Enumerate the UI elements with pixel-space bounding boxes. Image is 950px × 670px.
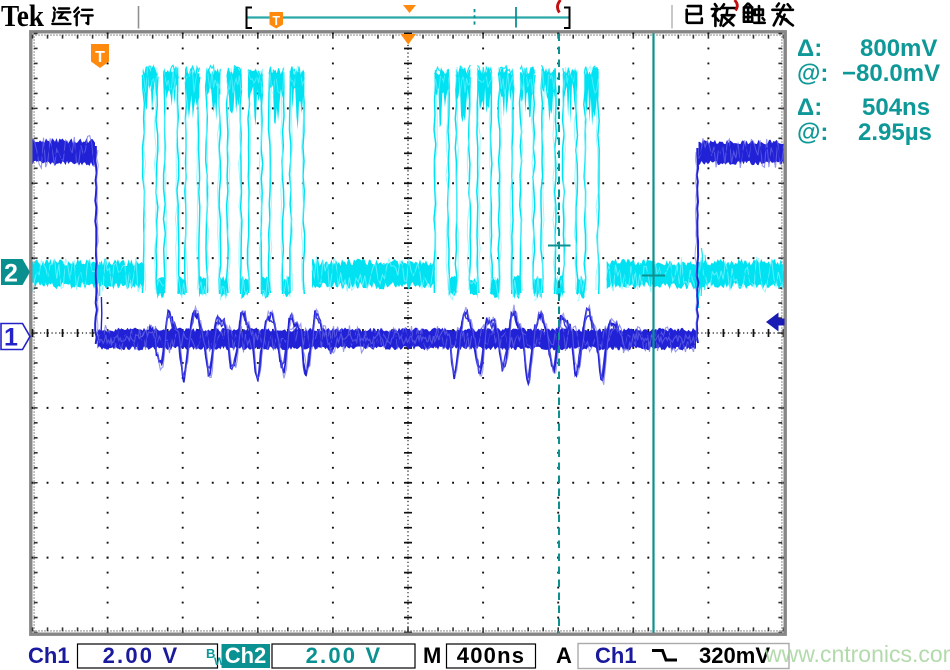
svg-text:A: A (556, 643, 572, 668)
svg-text:2: 2 (4, 260, 18, 288)
svg-text:2.95µs: 2.95µs (858, 119, 932, 146)
svg-text:504ns: 504ns (862, 94, 930, 121)
svg-text:400ns: 400ns (457, 643, 525, 668)
svg-text:Tek: Tek (1, 0, 45, 33)
svg-text:Δ:: Δ: (797, 94, 822, 121)
svg-text:B: B (206, 646, 215, 661)
svg-text:1: 1 (4, 324, 18, 352)
svg-text:Δ:: Δ: (797, 35, 822, 62)
svg-text:T: T (95, 49, 105, 66)
svg-text:M: M (423, 643, 441, 668)
svg-text:2.00 V: 2.00 V (306, 643, 383, 668)
svg-text:Ch1: Ch1 (595, 643, 637, 668)
svg-text:2.00 V: 2.00 V (103, 643, 180, 668)
svg-text:T: T (272, 14, 280, 28)
svg-text:@:: @: (797, 119, 828, 146)
svg-text:Ch1: Ch1 (28, 643, 70, 668)
svg-text:@:: @: (797, 60, 828, 87)
svg-text:W: W (214, 656, 225, 668)
svg-text:Ch2: Ch2 (225, 643, 267, 668)
svg-text:800mV: 800mV (860, 35, 937, 62)
svg-text:320mV: 320mV (699, 643, 770, 668)
svg-text:www.cntronics.com: www.cntronics.com (764, 641, 950, 667)
svg-text:−80.0mV: −80.0mV (842, 60, 940, 87)
